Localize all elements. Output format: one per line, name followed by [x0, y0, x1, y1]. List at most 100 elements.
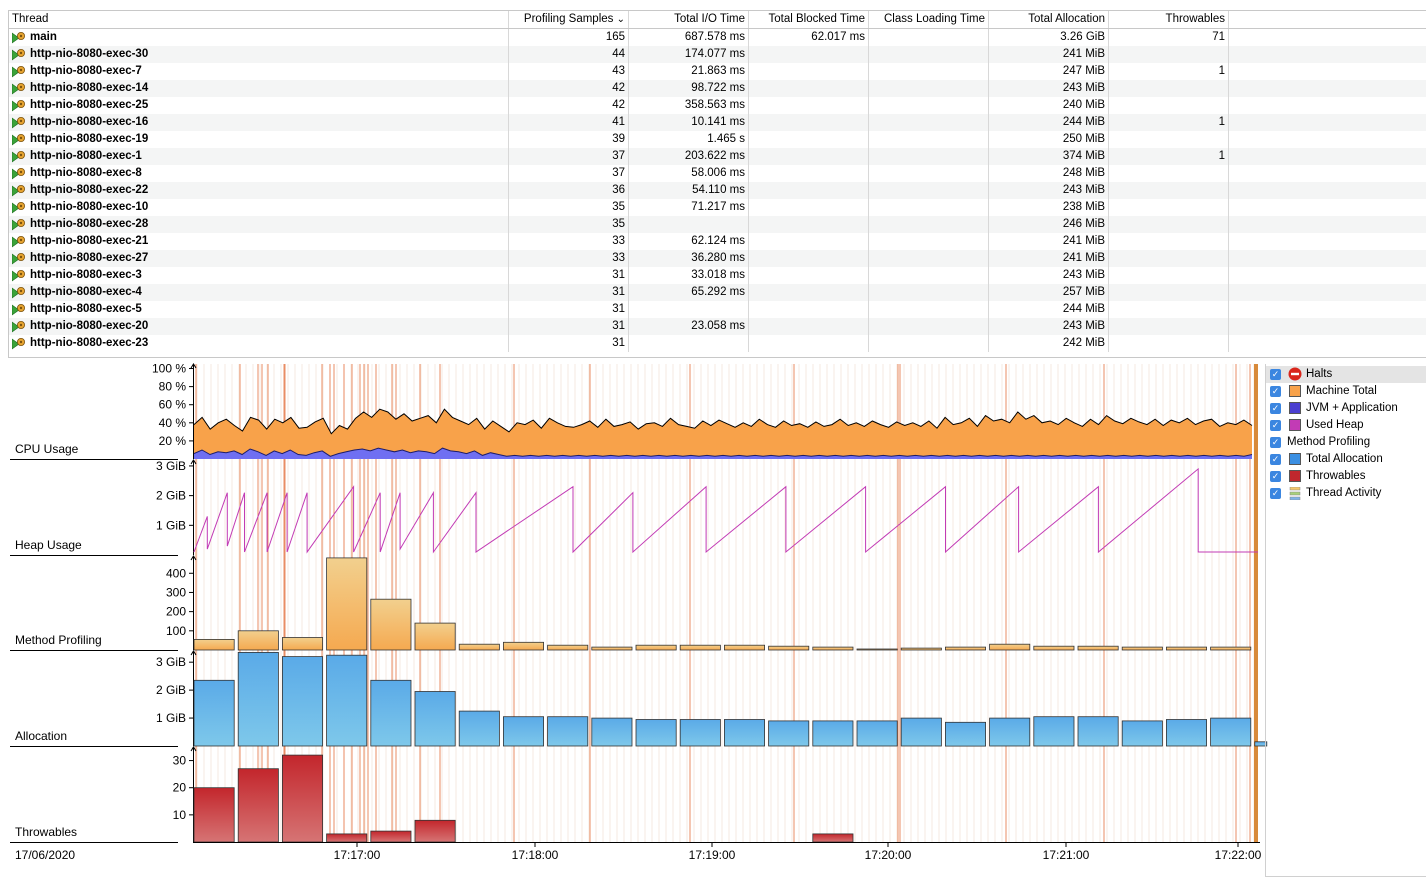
legend-swatch: [1289, 385, 1301, 397]
col-header-blocked-time[interactable]: Total Blocked Time: [749, 11, 869, 28]
legend-checkbox[interactable]: ✓: [1270, 420, 1281, 431]
legend-item[interactable]: ✓ Used Heap: [1266, 417, 1426, 434]
table-row[interactable]: http-nio-8080-exec-27 33 36.280 ms 241 MiB: [9, 250, 1426, 267]
legend-item[interactable]: ✓ JVM + Application: [1266, 400, 1426, 417]
col-header-class-loading[interactable]: Class Loading Time: [869, 11, 989, 28]
table-cell: 33: [509, 233, 629, 250]
table-row[interactable]: http-nio-8080-exec-30 44 174.077 ms 241 MiB: [9, 46, 1426, 63]
y-tick-label: 200: [166, 605, 186, 619]
table-cell: [1109, 97, 1229, 114]
machine-total-line: [193, 408, 1253, 435]
table-cell: [629, 216, 749, 233]
bar: [502, 716, 544, 747]
table-row[interactable]: http-nio-8080-exec-22 36 54.110 ms 243 MiB: [9, 182, 1426, 199]
y-tick-label: 3 GiB: [156, 655, 186, 669]
lane-label: Allocation: [15, 729, 67, 743]
thread-icon: [12, 321, 25, 333]
table-row[interactable]: http-nio-8080-exec-20 31 23.058 ms 243 MiB: [9, 318, 1426, 335]
col-header-thread[interactable]: Thread: [9, 11, 509, 28]
timeline-charts[interactable]: CPU Usage 100 % 80 % 60 % 40 % 20 % Heap Usage…: [0, 356, 1426, 884]
legend-checkbox[interactable]: ✓: [1270, 454, 1281, 465]
table-cell: [749, 148, 869, 165]
table-cell: 248 MiB: [989, 165, 1109, 182]
thread-name: http-nio-8080-exec-25: [30, 99, 149, 111]
table-row[interactable]: http-nio-8080-exec-21 33 62.124 ms 241 MiB: [9, 233, 1426, 250]
thread-icon: [12, 168, 25, 180]
legend-checkbox[interactable]: ✓: [1270, 369, 1281, 380]
table-cell: [749, 63, 869, 80]
y-tick-label: 20: [173, 781, 187, 795]
table-row[interactable]: http-nio-8080-exec-5 31 244 MiB: [9, 301, 1426, 318]
table-row[interactable]: http-nio-8080-exec-3 31 33.018 ms 243 MiB: [9, 267, 1426, 284]
thread-name-cell: main: [9, 29, 509, 46]
y-axis-arrow: [190, 746, 197, 752]
table-row[interactable]: http-nio-8080-exec-19 39 1.465 s 250 MiB: [9, 131, 1426, 148]
x-tick-label: 17:22:00: [1215, 848, 1262, 862]
bar: [281, 637, 323, 651]
table-row[interactable]: http-nio-8080-exec-8 37 58.006 ms 248 MiB: [9, 165, 1426, 182]
legend-item[interactable]: ✓ Throwables: [1266, 468, 1426, 485]
col-header-allocation[interactable]: Total Allocation: [989, 11, 1109, 28]
table-cell: 36: [509, 182, 629, 199]
table-row[interactable]: http-nio-8080-exec-14 42 98.722 ms 243 MiB: [9, 80, 1426, 97]
legend-checkbox[interactable]: ✓: [1270, 437, 1281, 448]
legend-checkbox[interactable]: ✓: [1270, 488, 1281, 499]
y-tick-label: 20 %: [159, 434, 187, 448]
legend-item[interactable]: ✓ Machine Total: [1266, 383, 1426, 400]
table-row[interactable]: http-nio-8080-exec-10 35 71.217 ms 238 MiB: [9, 199, 1426, 216]
y-tick-label: 100: [166, 624, 186, 638]
table-cell-filler: [1229, 233, 1426, 250]
col-header-throwables[interactable]: Throwables: [1109, 11, 1229, 28]
thread-name: http-nio-8080-exec-22: [30, 184, 149, 196]
thread-name-cell: http-nio-8080-exec-1: [9, 148, 509, 165]
thread-icon: [12, 287, 25, 299]
table-cell: [869, 97, 989, 114]
x-tick-label: 17:18:00: [512, 848, 559, 862]
y-axis-arrow: [190, 459, 197, 465]
table-cell: [869, 63, 989, 80]
table-row[interactable]: http-nio-8080-exec-4 31 65.292 ms 257 MiB: [9, 284, 1426, 301]
table-cell: 257 MiB: [989, 284, 1109, 301]
col-header-label: Throwables: [1165, 13, 1225, 25]
table-cell: 203.622 ms: [629, 148, 749, 165]
table-row[interactable]: http-nio-8080-exec-23 31 242 MiB: [9, 335, 1426, 352]
halt-icon: [1288, 367, 1302, 381]
table-cell: [749, 131, 869, 148]
thread-icon: [12, 219, 25, 231]
table-cell-filler: [1229, 46, 1426, 63]
table-row[interactable]: main 165 687.578 ms 62.017 ms 3.26 GiB 71: [9, 29, 1426, 46]
table-cell: 243 MiB: [989, 80, 1109, 97]
col-header-io-time[interactable]: Total I/O Time: [629, 11, 749, 28]
legend-item[interactable]: ✓ Halts: [1266, 366, 1426, 383]
table-cell-filler: [1229, 284, 1426, 301]
table-row[interactable]: http-nio-8080-exec-25 42 358.563 ms 240 MiB: [9, 97, 1426, 114]
table-cell: [629, 335, 749, 352]
legend-checkbox[interactable]: ✓: [1270, 386, 1281, 397]
table-cell: 71.217 ms: [629, 199, 749, 216]
legend-checkbox[interactable]: ✓: [1270, 471, 1281, 482]
table-row[interactable]: http-nio-8080-exec-7 43 21.863 ms 247 MiB 1: [9, 63, 1426, 80]
legend-checkbox[interactable]: ✓: [1270, 403, 1281, 414]
bar: [193, 787, 235, 843]
y-tick-label: 2 GiB: [156, 489, 186, 503]
table-cell-filler: [1229, 199, 1426, 216]
table-cell: [749, 165, 869, 182]
table-cell: 43: [509, 63, 629, 80]
table-row[interactable]: http-nio-8080-exec-16 41 10.141 ms 244 MiB 1: [9, 114, 1426, 131]
legend-item[interactable]: ✓ Thread Activity: [1266, 485, 1426, 502]
table-row[interactable]: http-nio-8080-exec-1 37 203.622 ms 374 MiB 1: [9, 148, 1426, 165]
table-cell: 31: [509, 335, 629, 352]
y-tick-label: 2 GiB: [156, 683, 186, 697]
table-cell-filler: [1229, 29, 1426, 46]
x-tick-label: 17:19:00: [689, 848, 736, 862]
table-cell-filler: [1229, 301, 1426, 318]
table-cell: [749, 301, 869, 318]
col-header-profiling-samples[interactable]: Profiling Samples ⌄: [509, 11, 629, 28]
table-cell: 1: [1109, 63, 1229, 80]
thread-name-cell: http-nio-8080-exec-28: [9, 216, 509, 233]
table-cell: [869, 80, 989, 97]
thread-table[interactable]: Thread Profiling Samples ⌄ Total I/O Tim…: [8, 10, 1426, 358]
legend-item[interactable]: ✓ Total Allocation: [1266, 451, 1426, 468]
table-row[interactable]: http-nio-8080-exec-28 35 246 MiB: [9, 216, 1426, 233]
legend-item[interactable]: ✓ Method Profiling: [1266, 434, 1426, 451]
